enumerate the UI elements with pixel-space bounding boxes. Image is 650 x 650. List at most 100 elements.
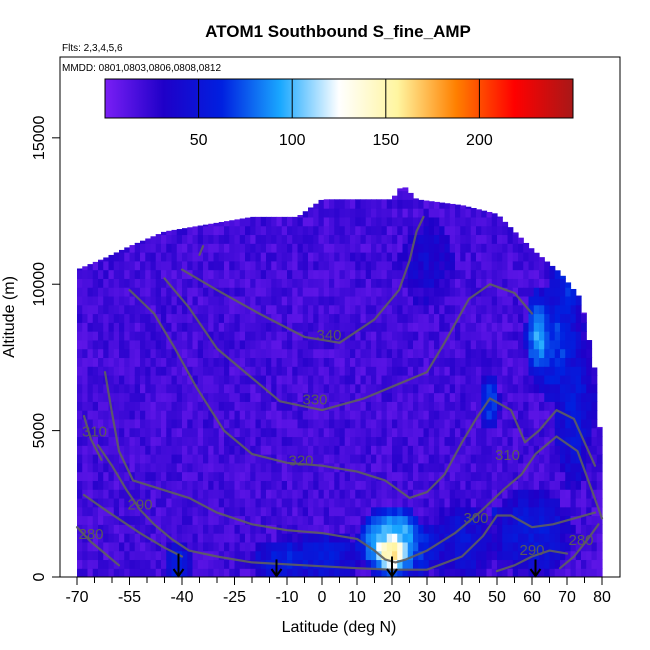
heatmap-cell	[491, 287, 498, 297]
heatmap-cell	[323, 480, 330, 490]
heatmap-cell	[140, 339, 146, 350]
heatmap-cell	[376, 436, 383, 446]
heatmap-cell	[539, 471, 545, 481]
heatmap-cell	[155, 252, 162, 262]
heatmap-cell	[113, 278, 120, 288]
heatmap-cell	[281, 295, 288, 306]
heatmap-cell	[423, 287, 430, 297]
heatmap-cell	[87, 348, 94, 359]
heatmap-cell	[334, 445, 341, 455]
heatmap-cell	[434, 515, 440, 525]
heatmap-cell	[82, 374, 89, 385]
heatmap-cell	[344, 322, 351, 332]
heatmap-cell	[302, 278, 309, 288]
heatmap-cell	[476, 559, 482, 569]
heatmap-cell	[460, 418, 467, 429]
heatmap-cell	[187, 383, 194, 394]
heatmap-cell	[407, 480, 414, 490]
heatmap-cell	[402, 550, 409, 561]
heatmap-cell	[560, 275, 566, 279]
heatmap-cell	[407, 278, 414, 288]
colorbar-tick-label: 50	[190, 132, 208, 149]
heatmap-cell	[497, 462, 503, 473]
heatmap-cell	[350, 322, 356, 332]
heatmap-cell	[591, 506, 598, 517]
heatmap-cell	[239, 331, 246, 341]
heatmap-cell	[208, 445, 215, 455]
heatmap-cell	[245, 357, 251, 367]
heatmap-cell	[449, 366, 456, 376]
heatmap-cell	[523, 383, 530, 394]
heatmap-cell	[103, 392, 110, 402]
heatmap-cell	[465, 304, 472, 315]
heatmap-cell	[381, 269, 388, 279]
heatmap-cell	[554, 383, 561, 394]
heatmap-cell	[155, 568, 162, 577]
heatmap-cell	[203, 322, 209, 332]
heatmap-cell	[308, 480, 314, 490]
heatmap-cell	[281, 568, 288, 577]
heatmap-cell	[98, 357, 104, 367]
heatmap-cell	[350, 550, 356, 561]
heatmap-cell	[344, 295, 351, 306]
heatmap-cell	[229, 225, 236, 236]
heatmap-cell	[323, 252, 330, 262]
heatmap-cell	[197, 418, 204, 429]
heatmap-cell	[365, 506, 372, 517]
contour-label: 280	[78, 526, 103, 543]
heatmap-cell	[397, 234, 404, 244]
heatmap-cell	[491, 392, 498, 402]
heatmap-cell	[523, 568, 530, 577]
heatmap-cell	[229, 295, 236, 306]
heatmap-cell	[140, 489, 146, 499]
heatmap-cell	[318, 348, 325, 359]
heatmap-cell	[434, 550, 440, 561]
heatmap-cell	[145, 471, 152, 481]
heatmap-cell	[150, 410, 157, 420]
heatmap-cell	[549, 445, 556, 455]
heatmap-cell	[365, 339, 372, 350]
dates-annotation: MMDD: 0801,0803,0806,0808,0812	[62, 63, 221, 74]
heatmap-cell	[302, 366, 309, 376]
contour-line	[75, 526, 121, 567]
heatmap-cell	[197, 392, 204, 402]
heatmap-cell	[77, 462, 83, 473]
heatmap-cell	[528, 550, 535, 561]
heatmap-cell	[413, 506, 419, 517]
heatmap-cell	[108, 533, 115, 543]
heatmap-cell	[176, 374, 183, 385]
heatmap-cell	[323, 454, 330, 464]
heatmap-cell	[565, 541, 572, 552]
heatmap-cell	[213, 410, 220, 420]
heatmap-cell	[428, 410, 435, 420]
heatmap-cell	[544, 374, 551, 385]
heatmap-cell	[234, 304, 241, 315]
heatmap-cell	[103, 287, 110, 297]
heatmap-cell	[502, 348, 509, 359]
heatmap-cell	[192, 269, 199, 279]
heatmap-cell	[113, 480, 120, 490]
heatmap-cell	[113, 401, 120, 411]
heatmap-cell	[318, 480, 325, 490]
heatmap-cell	[161, 559, 167, 569]
heatmap-cell	[271, 313, 278, 323]
heatmap-cell	[439, 550, 446, 561]
heatmap-cell	[145, 427, 152, 438]
heatmap-cell	[554, 278, 561, 288]
heatmap-cell	[187, 445, 194, 455]
heatmap-cell	[434, 568, 440, 577]
heatmap-cell	[376, 427, 383, 438]
heatmap-cell	[392, 524, 398, 534]
heatmap-cell	[476, 234, 482, 244]
heatmap-cell	[586, 515, 593, 525]
heatmap-cell	[276, 383, 283, 394]
heatmap-cell	[402, 418, 409, 429]
heatmap-cell	[476, 489, 482, 499]
heatmap-cell	[245, 506, 251, 517]
heatmap-cell	[161, 269, 167, 279]
heatmap-cell	[129, 506, 136, 517]
heatmap-cell	[581, 497, 587, 508]
heatmap-cell	[407, 199, 414, 209]
heatmap-cell	[386, 252, 393, 262]
heatmap-cell	[203, 383, 209, 394]
